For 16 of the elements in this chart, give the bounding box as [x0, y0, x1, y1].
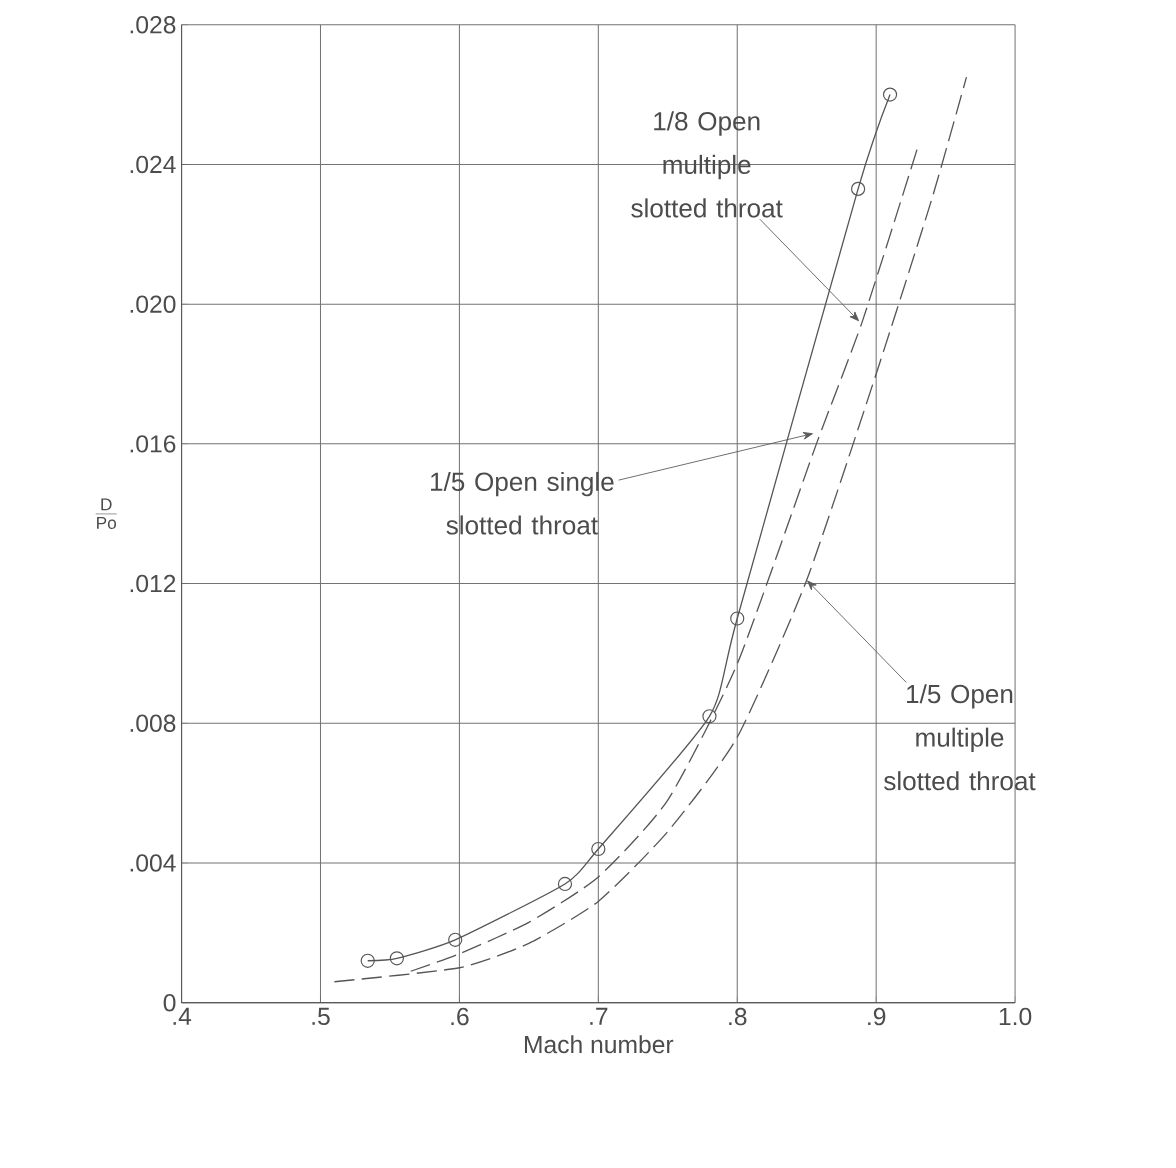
annotation: 1/5 Open multiple slotted throat: [884, 684, 1036, 791]
y-tick-label: .024: [130, 155, 176, 174]
y-tick-label: .008: [130, 714, 176, 733]
x-tick-label: .8: [729, 1007, 747, 1026]
x-tick-label: 1.0: [999, 1007, 1032, 1026]
x-tick-label: .5: [312, 1007, 330, 1026]
x-tick-label: .9: [868, 1007, 886, 1026]
x-tick-label: .7: [590, 1007, 608, 1025]
y-axis-title: $\frac{\mathrm{D}}{\mathrm{Po}}$: [95, 498, 117, 530]
y-tick-label: .016: [130, 435, 176, 453]
y-tick-label: .028: [130, 16, 176, 34]
y-tick-label: .020: [130, 295, 176, 314]
y-tick-label: .004: [130, 854, 176, 872]
y-tick-label: .012: [130, 574, 176, 593]
x-axis-title: Mach number: [524, 1035, 674, 1054]
x-tick-label: .6: [451, 1007, 469, 1026]
